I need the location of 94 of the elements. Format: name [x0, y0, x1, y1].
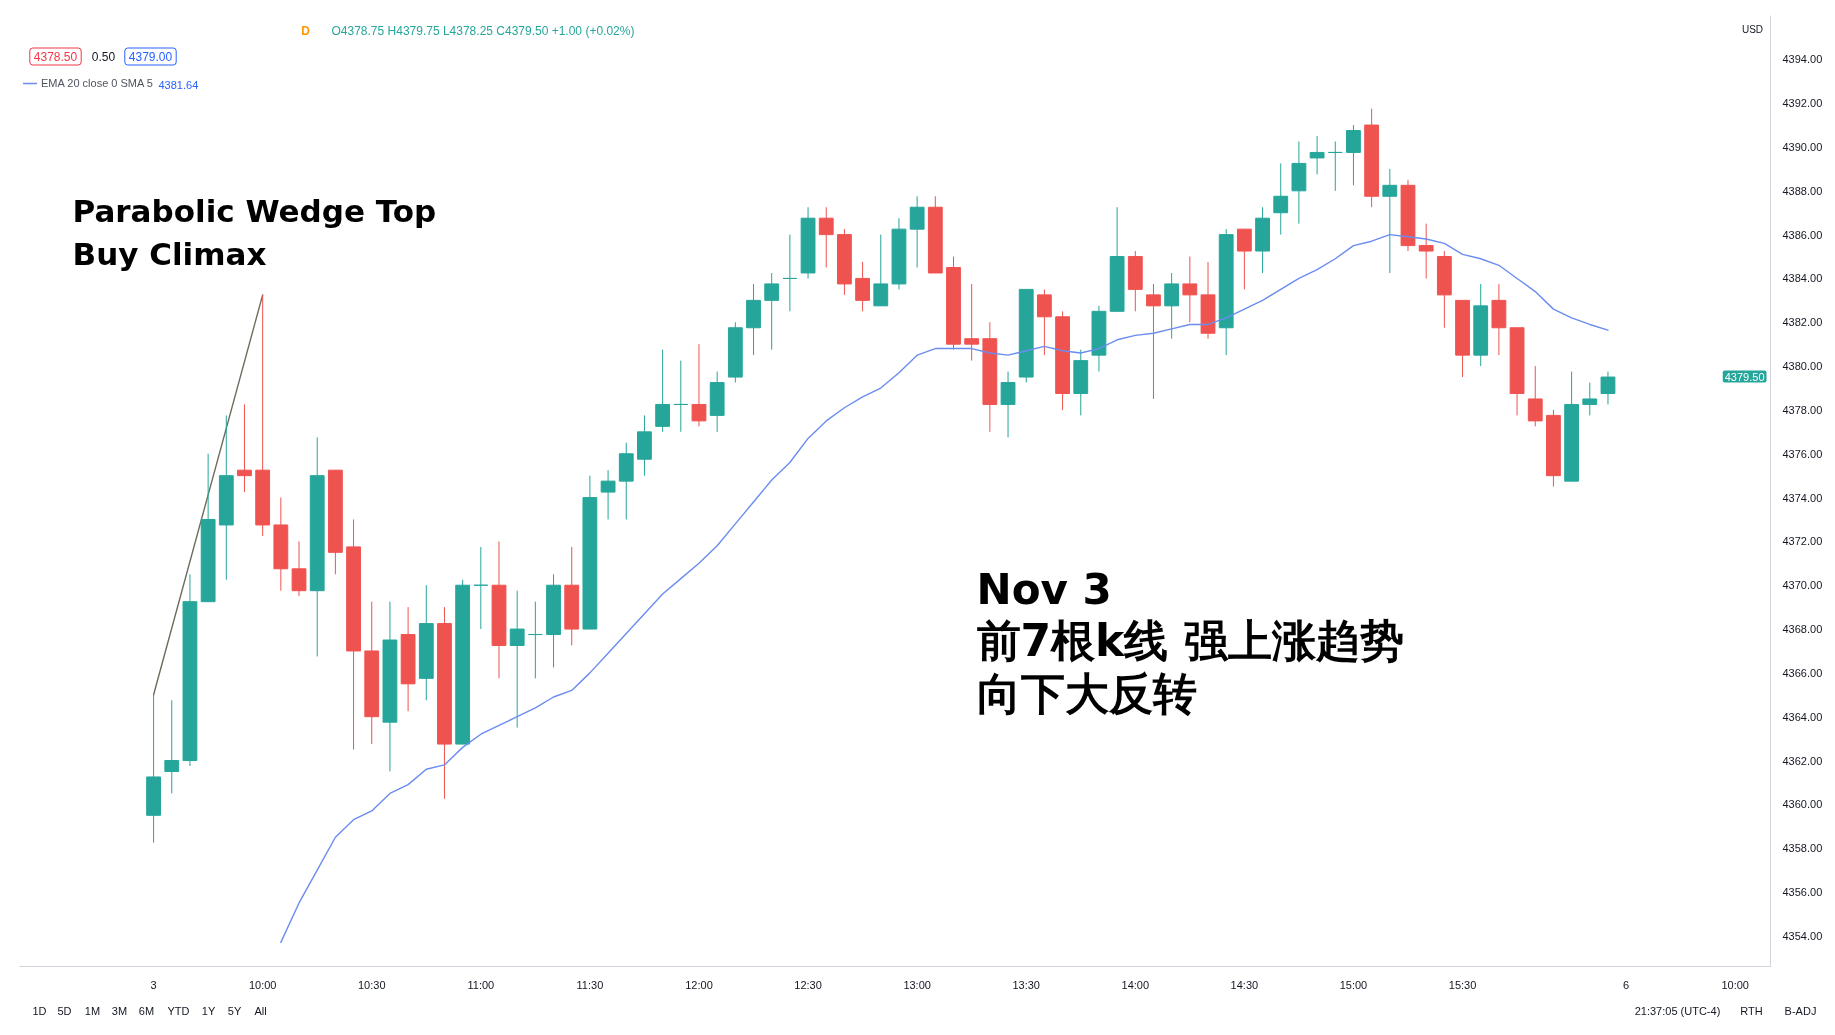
- x-tick-label: 10:00: [1721, 978, 1749, 991]
- text: 21:37:05 (UTC-4): [1634, 1004, 1721, 1017]
- x-tick-label: 14:30: [1230, 978, 1259, 991]
- candlestick: [655, 349, 671, 433]
- x-tick-label: 12:30: [794, 978, 822, 991]
- annotation: Nov 3: [976, 564, 1112, 614]
- annotation: 4379.00: [128, 50, 173, 64]
- candlestick: [1527, 365, 1543, 427]
- y-tick-label: 4376.00: [1782, 447, 1823, 460]
- annotation: 4379.50: [1724, 370, 1765, 383]
- candlestick: [600, 469, 616, 520]
- candlestick: [1236, 228, 1252, 290]
- x-tick-label: 11:00: [467, 978, 495, 991]
- annotation: Parabolic Wedge Top Buy Climax: [72, 192, 437, 272]
- candlestick: [1000, 371, 1016, 438]
- text: 6M: [138, 1004, 155, 1017]
- x-tick-label: 3: [150, 978, 157, 991]
- text: B-ADJ: [1784, 1004, 1817, 1017]
- candlestick: [691, 343, 707, 427]
- x-tick-label: 10:00: [248, 978, 277, 991]
- text: 1D: [32, 1004, 47, 1017]
- candlestick: [909, 195, 925, 268]
- text: 4378.50: [33, 50, 78, 64]
- candlestick: [873, 234, 889, 307]
- text: RTH: [1740, 1004, 1763, 1017]
- candlestick: [1182, 256, 1198, 323]
- candlestick: [673, 360, 689, 433]
- candlestick: [1327, 141, 1343, 192]
- annotation: O4378.75 H4379.75 L4378.25 C4379.50 +1.00 (+0.02%): [331, 23, 635, 38]
- y-tick-label: 4386.00: [1782, 228, 1823, 241]
- y-tick-label: 4374.00: [1782, 491, 1823, 504]
- candlestick: [818, 206, 834, 268]
- candlestick: [764, 272, 780, 351]
- candlestick: [1418, 223, 1434, 279]
- y-tick-label: 4392.00: [1782, 97, 1823, 110]
- candlestick: [291, 540, 307, 597]
- y-tick-label: 4394.00: [1782, 53, 1823, 66]
- y-tick-label: 4380.00: [1782, 360, 1823, 373]
- y-tick-label: 4360.00: [1782, 798, 1823, 811]
- candlestick: [527, 601, 543, 679]
- candlestick: [1273, 162, 1289, 236]
- candlestick: [164, 699, 180, 794]
- text: All: [254, 1004, 267, 1017]
- candlestick: [964, 283, 980, 362]
- candlestick: [509, 590, 525, 729]
- annotation: D: [301, 23, 311, 38]
- y-tick-label: 4362.00: [1782, 754, 1823, 767]
- x-tick-label: 13:30: [1012, 978, 1040, 991]
- candlestick: [1036, 288, 1052, 356]
- annotation: 4381.64: [158, 78, 199, 91]
- x-tick-label: 12:00: [685, 978, 713, 991]
- x-tick-label: 11:30: [576, 978, 604, 991]
- annotation: 前7根k线 强上涨趋势: [976, 614, 1404, 666]
- y-tick-label: 4364.00: [1782, 710, 1823, 723]
- x-tick-label: 15:30: [1448, 978, 1477, 991]
- text: YTD: [167, 1004, 190, 1017]
- annotation: 向下大反转: [976, 667, 1197, 719]
- y-tick-label: 4384.00: [1782, 272, 1823, 285]
- x-tick-label: 10:30: [357, 978, 386, 991]
- candlestick: [1309, 135, 1325, 175]
- y-tick-label: 4356.00: [1782, 886, 1823, 898]
- y-tick-label: 4382.00: [1782, 316, 1823, 329]
- candlestick: [1164, 272, 1180, 340]
- line-series: [280, 233, 1609, 944]
- x-tick-label: 14:00: [1121, 978, 1150, 991]
- text: 5Y: [227, 1004, 242, 1017]
- y-tick-label: 4366.00: [1782, 666, 1823, 679]
- y-tick-label: 4370.00: [1782, 579, 1823, 592]
- candlestick: [1146, 283, 1161, 400]
- y-tick-label: 4388.00: [1782, 184, 1823, 197]
- candlestick: [1346, 124, 1361, 186]
- x-tick-label: 13:00: [903, 978, 931, 991]
- annotation: USD: [1741, 24, 1764, 35]
- x-tick-label: 6: [1623, 978, 1630, 991]
- y-tick-label: 4368.00: [1782, 623, 1823, 636]
- legend-label: EMA 20 close 0 SMA 5: [41, 77, 153, 89]
- text: 3M: [111, 1004, 128, 1017]
- text: 0.50: [91, 50, 116, 64]
- text: 5D: [57, 1004, 72, 1017]
- candlestick: [237, 403, 252, 493]
- y-tick-label: 4372.00: [1782, 535, 1823, 548]
- candlestick: [782, 234, 798, 312]
- candlestick: [1582, 382, 1598, 416]
- candlestick: [1600, 371, 1616, 405]
- text: 1M: [84, 1004, 101, 1017]
- y-tick-label: 4358.00: [1782, 842, 1823, 855]
- text: 1Y: [201, 1004, 216, 1017]
- y-tick-label: 4378.00: [1782, 403, 1823, 416]
- x-tick-label: 15:00: [1339, 978, 1368, 991]
- candlestick: [473, 546, 489, 630]
- y-tick-label: 4354.00: [1782, 929, 1823, 942]
- y-tick-label: 4390.00: [1782, 140, 1823, 153]
- candlestick: [855, 261, 871, 312]
- candlestick: [1382, 168, 1398, 274]
